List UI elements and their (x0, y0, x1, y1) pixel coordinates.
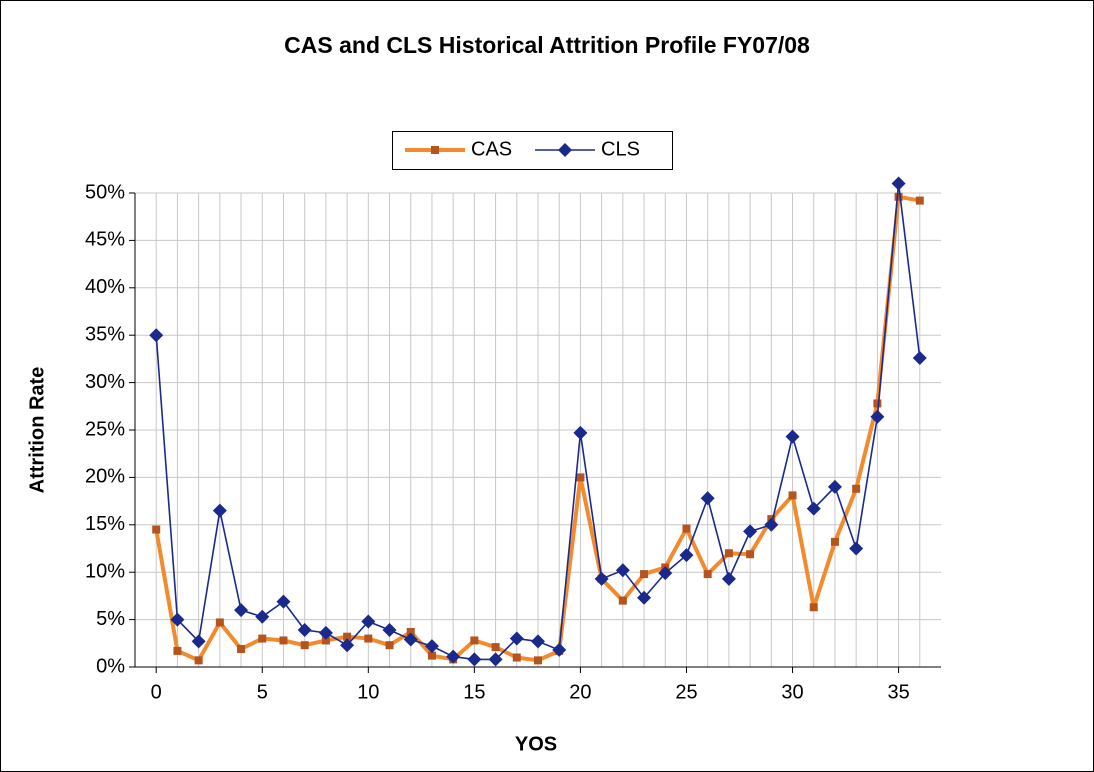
data-point (746, 550, 755, 559)
data-point (491, 643, 500, 652)
y-tick-label: 20% (85, 466, 125, 488)
data-point (406, 627, 415, 636)
data-point (721, 571, 736, 586)
data-point (873, 399, 882, 408)
data-point (912, 350, 927, 365)
data-point (658, 566, 673, 581)
data-point (724, 549, 733, 558)
data-point (573, 425, 588, 440)
data-point (894, 192, 903, 201)
x-tick-label: 15 (463, 681, 485, 703)
data-point (488, 652, 503, 667)
data-point (276, 594, 291, 609)
y-tick-label: 0% (96, 655, 125, 677)
data-point (170, 612, 185, 627)
data-point (552, 642, 567, 657)
x-axis-label: YOS (515, 733, 557, 755)
data-point (852, 484, 861, 493)
data-point (364, 634, 373, 643)
data-point (149, 328, 164, 343)
data-point (827, 479, 842, 494)
data-point (212, 503, 227, 518)
data-point (194, 656, 203, 665)
data-point (806, 501, 821, 516)
legend-label: CLS (601, 138, 640, 160)
chart-title: CAS and CLS Historical Attrition Profile… (284, 32, 810, 58)
data-point (191, 634, 206, 649)
data-point (576, 473, 585, 482)
data-point (470, 636, 479, 645)
data-point (427, 651, 436, 660)
data-point (297, 623, 312, 638)
data-point (531, 634, 545, 649)
data-point (849, 541, 864, 556)
y-tick-label: 50% (85, 181, 125, 203)
data-point (279, 636, 288, 645)
data-point (385, 641, 394, 650)
data-point (234, 603, 249, 618)
data-point (788, 491, 797, 500)
data-point (152, 525, 161, 534)
data-point (424, 639, 439, 654)
y-tick-label: 5% (96, 608, 125, 630)
data-point (361, 614, 376, 629)
data-point (509, 631, 524, 646)
x-tick-label: 5 (257, 681, 268, 703)
data-point (618, 596, 627, 605)
data-point (891, 176, 906, 191)
data-point (870, 409, 885, 424)
data-point (403, 632, 418, 647)
data-point (640, 570, 649, 579)
data-point (467, 652, 482, 667)
data-point (343, 632, 352, 641)
x-tick-label: 10 (357, 681, 379, 703)
data-point (215, 618, 224, 627)
data-point (830, 537, 839, 546)
data-point (743, 524, 758, 539)
data-point (615, 563, 630, 578)
legend-label: CAS (471, 138, 512, 160)
data-point (915, 196, 924, 205)
y-tick-label: 25% (85, 418, 125, 440)
data-point (237, 644, 246, 653)
data-point (682, 524, 691, 533)
data-point (321, 636, 330, 645)
data-point (446, 649, 461, 664)
data-point (764, 517, 779, 532)
y-tick-label: 40% (85, 276, 125, 298)
data-point (340, 638, 355, 653)
x-tick-label: 0 (151, 681, 162, 703)
data-point (594, 571, 609, 586)
data-point (255, 609, 270, 624)
data-point (300, 641, 309, 650)
y-tick-label: 35% (85, 323, 125, 345)
x-tick-label: 25 (675, 681, 697, 703)
x-tick-label: 35 (887, 681, 909, 703)
data-point (809, 603, 818, 612)
data-point (382, 623, 397, 638)
data-point (318, 625, 333, 640)
data-point (700, 491, 715, 506)
y-tick-label: 10% (85, 560, 125, 582)
data-point (258, 634, 267, 643)
data-point (785, 429, 800, 444)
legend-marker (558, 143, 572, 157)
data-point (173, 646, 182, 655)
data-point (679, 548, 694, 563)
x-tick-label: 20 (569, 681, 591, 703)
x-tick-label: 30 (781, 681, 803, 703)
y-tick-label: 45% (85, 229, 125, 251)
y-tick-label: 30% (85, 371, 125, 393)
data-point (703, 570, 712, 579)
data-point (637, 590, 652, 605)
data-point (512, 653, 521, 662)
y-tick-label: 15% (85, 513, 125, 535)
y-axis-label: Attrition Rate (26, 367, 48, 494)
legend-marker (431, 146, 439, 154)
data-point (534, 656, 542, 665)
